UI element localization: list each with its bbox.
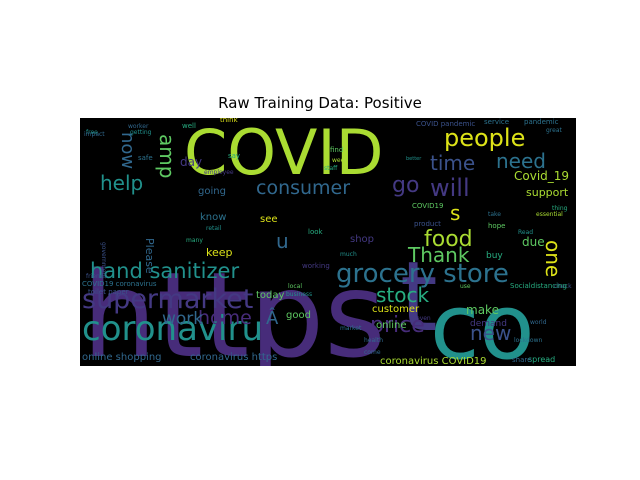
chart-title: Raw Training Data: Positive bbox=[218, 94, 422, 112]
word-cloud-word: use bbox=[460, 283, 471, 290]
word-cloud-word: stock bbox=[376, 283, 429, 307]
word-cloud-word: retail bbox=[206, 225, 222, 232]
word-cloud-word: one bbox=[541, 240, 565, 277]
word-cloud-word: hope bbox=[488, 222, 505, 230]
word-cloud-word: customer bbox=[372, 304, 420, 315]
word-cloud-word: COVID bbox=[184, 118, 383, 189]
word-cloud-word: u bbox=[276, 229, 289, 253]
word-cloud-word: grocery store bbox=[336, 259, 509, 289]
word-cloud-word: make bbox=[466, 303, 499, 317]
word-cloud-word: going bbox=[198, 186, 226, 197]
word-cloud-word: day bbox=[180, 155, 202, 169]
word-cloud-word: t bbox=[400, 241, 438, 353]
word-cloud-word: working bbox=[302, 262, 330, 270]
word-cloud-word: buy bbox=[486, 251, 503, 261]
word-cloud-word: say bbox=[228, 152, 240, 160]
word-cloud-word: know bbox=[200, 212, 226, 223]
word-cloud: https t co COVID coronaviru supermarket grocer… bbox=[80, 118, 576, 366]
word-cloud-word: home bbox=[198, 307, 252, 329]
word-cloud-word: online bbox=[376, 320, 407, 331]
word-cloud-word: government bbox=[100, 242, 107, 279]
word-cloud-word: market bbox=[340, 325, 362, 332]
word-cloud-word: need bbox=[496, 149, 546, 173]
word-cloud-word: local bbox=[288, 283, 302, 290]
word-cloud-word: people bbox=[444, 124, 525, 152]
word-cloud-word: toilet paper bbox=[88, 288, 129, 296]
word-cloud-word: amp bbox=[155, 134, 179, 178]
word-cloud-word: food bbox=[424, 227, 473, 252]
word-cloud-word: https bbox=[82, 246, 386, 366]
word-cloud-word: Socialdistancing bbox=[510, 282, 567, 290]
word-cloud-word: impact bbox=[84, 131, 105, 138]
word-cloud-word: business bbox=[286, 291, 312, 298]
word-cloud-word: store bbox=[574, 328, 576, 343]
word-cloud-word: COVID19 coronavirus bbox=[82, 280, 157, 288]
word-cloud-word: take bbox=[488, 211, 501, 218]
word-cloud-word: staff bbox=[324, 165, 338, 172]
word-cloud-word: employee bbox=[204, 169, 234, 176]
word-cloud-word: service bbox=[484, 118, 509, 126]
word-cloud-word: due bbox=[522, 235, 545, 249]
word-cloud-word: week bbox=[332, 157, 348, 164]
word-cloud-word: work bbox=[162, 309, 203, 329]
word-cloud-word: coronavirus https bbox=[190, 352, 277, 363]
word-cloud-word: product bbox=[414, 220, 441, 228]
word-cloud-word: safe bbox=[138, 154, 153, 162]
word-cloud-word: world bbox=[530, 319, 547, 326]
word-cloud-word: many bbox=[186, 237, 203, 244]
word-cloud-word: price bbox=[370, 313, 425, 338]
word-cloud-word: great bbox=[546, 127, 563, 134]
word-cloud-word: health bbox=[364, 337, 383, 344]
word-cloud-word: online shopping bbox=[82, 352, 162, 363]
word-cloud-word: Â bbox=[266, 307, 279, 329]
word-cloud-word: lockdown bbox=[514, 337, 542, 344]
word-cloud-word: support bbox=[526, 186, 569, 199]
word-cloud-word: supermarket bbox=[82, 284, 253, 315]
word-cloud-word: think bbox=[220, 118, 239, 124]
word-cloud-word: co bbox=[430, 275, 535, 366]
word-cloud-word: Thank bbox=[407, 243, 470, 267]
word-cloud-word: pandemic bbox=[524, 118, 559, 126]
word-cloud-word: keep bbox=[206, 246, 233, 259]
word-cloud-word: Read bbox=[518, 229, 533, 236]
word-cloud-word: demand bbox=[470, 319, 507, 329]
word-cloud-word: well bbox=[182, 122, 196, 130]
word-cloud-word: look bbox=[308, 228, 324, 236]
word-cloud-word: help bbox=[100, 171, 143, 195]
word-cloud-word: come bbox=[364, 349, 381, 356]
word-cloud-word: find bbox=[330, 146, 343, 154]
word-cloud-word: s bbox=[450, 201, 460, 225]
word-cloud-word: COVID19 bbox=[412, 202, 443, 210]
word-cloud-word: even bbox=[416, 315, 431, 322]
word-cloud-word: better bbox=[406, 156, 422, 162]
word-cloud-word: much bbox=[340, 251, 357, 258]
word-cloud-word: good bbox=[286, 310, 311, 321]
word-cloud-word: essential bbox=[536, 211, 563, 218]
word-cloud-word: friend bbox=[86, 273, 104, 280]
word-cloud-word: coronavirus COVID19 bbox=[380, 356, 487, 366]
word-cloud-word: go bbox=[392, 173, 419, 198]
word-cloud-word: spread bbox=[528, 355, 555, 364]
word-cloud-word: Covid_19 bbox=[514, 169, 569, 183]
word-cloud-word: getting bbox=[130, 129, 152, 136]
word-cloud-word: shop bbox=[350, 234, 374, 245]
word-cloud-word: Please bbox=[143, 238, 156, 274]
word-cloud-word: time bbox=[430, 151, 475, 175]
word-cloud-word: thing bbox=[552, 205, 568, 212]
word-cloud-word: share bbox=[512, 356, 531, 364]
word-cloud-word: new bbox=[470, 321, 511, 345]
word-cloud-word: will bbox=[430, 174, 470, 202]
word-cloud-word: today bbox=[256, 290, 285, 301]
word-cloud-word: now bbox=[117, 132, 138, 169]
word-cloud-word: see bbox=[260, 214, 278, 225]
word-cloud-word: COVID pandemic bbox=[416, 120, 475, 128]
word-cloud-word: consumer bbox=[256, 177, 350, 199]
word-cloud-word: coronaviru bbox=[82, 309, 263, 349]
word-cloud-word: worker bbox=[128, 123, 149, 130]
word-cloud-word: hand sanitizer bbox=[90, 259, 239, 283]
word-cloud-word: free bbox=[86, 129, 98, 136]
word-cloud-word: check bbox=[554, 283, 572, 290]
